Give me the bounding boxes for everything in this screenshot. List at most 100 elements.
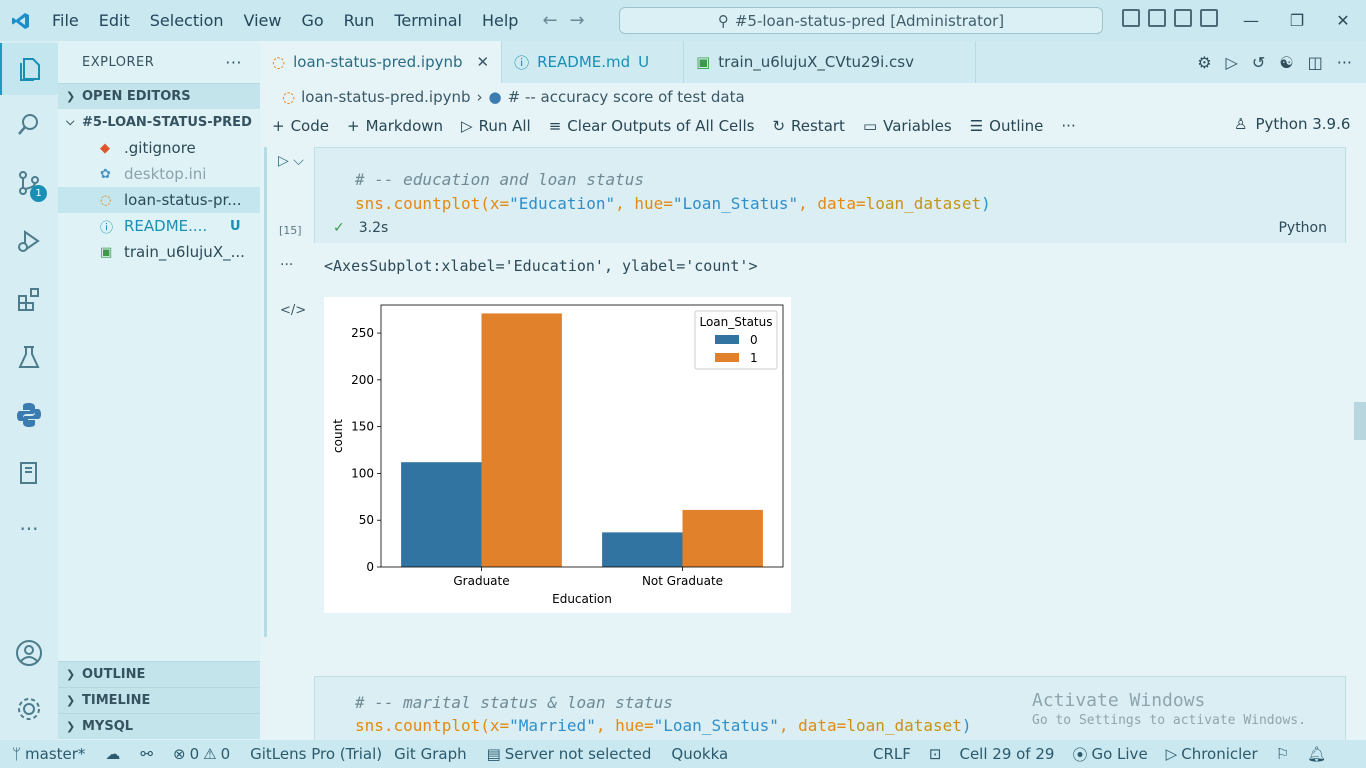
yin-yang-icon[interactable]: ☯ <box>1279 53 1294 72</box>
compare-icon[interactable]: ⚯ <box>140 745 153 763</box>
extensions-icon[interactable] <box>0 273 58 325</box>
file-gitignore[interactable]: ◆ .gitignore <box>58 135 260 161</box>
code-cell[interactable]: # -- education and loan status sns.count… <box>279 147 1346 243</box>
legend-swatch <box>715 353 739 362</box>
customize-layout-icon[interactable] <box>1200 9 1218 27</box>
minimize-icon[interactable]: — <box>1243 11 1259 30</box>
history-icon[interactable]: ↺ <box>1251 53 1266 72</box>
kernel-picker[interactable]: ♙ Python 3.9.6 <box>1234 115 1351 133</box>
testing-flask-icon[interactable] <box>0 331 58 383</box>
restore-icon[interactable]: ❐ <box>1289 11 1305 30</box>
cell-language[interactable]: Python <box>1278 220 1327 236</box>
server-status[interactable]: ▤ Server not selected <box>486 745 652 763</box>
problems-status[interactable]: ⊗ 0 ⚠ 0 <box>173 745 231 763</box>
menu-view[interactable]: View <box>243 11 282 30</box>
open-editors-label: OPEN EDITORS <box>82 89 191 104</box>
more-actions-icon[interactable]: ··· <box>1336 53 1352 72</box>
clear-outputs-button[interactable]: ≡ Clear Outputs of All Cells <box>548 117 755 135</box>
git-graph-status[interactable]: Git Graph <box>394 745 467 763</box>
title-bar: File Edit Selection View Go Run Terminal… <box>0 0 1366 41</box>
menu-selection[interactable]: Selection <box>149 11 224 30</box>
open-editors-section[interactable]: ❯ OPEN EDITORS <box>58 83 260 109</box>
add-code-button[interactable]: + Code <box>272 117 329 135</box>
warning-icon: ⚠ <box>203 745 217 763</box>
outline-icon: ☰ <box>969 117 984 135</box>
chevron-right-icon: ❯ <box>66 720 76 733</box>
file-label: train_u6lujuX_... <box>124 243 245 261</box>
command-center[interactable]: ⚲ #5-loan-status-pred [Administrator] <box>619 7 1103 34</box>
notebook-icon[interactable] <box>0 447 58 499</box>
bar <box>481 313 562 567</box>
settings-gear-icon[interactable] <box>0 683 58 735</box>
breadcrumb-symbol[interactable]: # -- accuracy score of test data <box>507 88 745 106</box>
eol-status[interactable]: CRLF <box>873 745 911 763</box>
file-label: desktop.ini <box>124 165 207 183</box>
explorer-more-icon[interactable]: ··· <box>225 52 242 72</box>
menu-edit[interactable]: Edit <box>98 11 130 30</box>
mysql-section[interactable]: ❯ MYSQL <box>58 713 260 739</box>
command-center-label: #5-loan-status-pred [Administrator] <box>734 11 1005 30</box>
go-live-button[interactable]: ⦿ Go Live <box>1072 745 1148 764</box>
quokka-status[interactable]: Quokka <box>671 745 729 763</box>
split-editor-icon[interactable]: ◫ <box>1307 53 1323 72</box>
gitlens-status[interactable]: GitLens Pro (Trial) <box>250 745 383 763</box>
tab-train-csv[interactable]: ▣ train_u6lujuX_CVtu29i.csv <box>684 41 977 83</box>
editor-scrollbar[interactable] <box>1354 402 1366 440</box>
close-tab-icon[interactable]: ✕ <box>476 53 490 71</box>
toggle-secondary-sidebar-icon[interactable] <box>1174 9 1192 27</box>
output-mime-icon[interactable]: </> <box>280 303 307 318</box>
menu-go[interactable]: Go <box>301 11 324 30</box>
more-views-icon[interactable]: ··· <box>19 517 39 541</box>
sync-icon[interactable]: ☁ <box>105 745 121 763</box>
file-desktop-ini[interactable]: ✿ desktop.ini <box>58 161 260 187</box>
menu-run[interactable]: Run <box>343 11 375 30</box>
variables-button[interactable]: ▭ Variables <box>862 117 952 135</box>
add-markdown-button[interactable]: + Markdown <box>346 117 444 135</box>
timeline-section[interactable]: ❯ TIMELINE <box>58 687 260 713</box>
tab-loan-status-pred[interactable]: ◌ loan-status-pred.ipynb ✕ <box>260 41 503 83</box>
menu-terminal[interactable]: Terminal <box>394 11 462 30</box>
feedback-icon[interactable]: ⚐ <box>1275 745 1290 763</box>
code-cell[interactable]: # -- marital status & loan status sns.co… <box>314 676 1346 740</box>
y-tick-label: 0 <box>366 560 374 574</box>
outline-label: OUTLINE <box>82 667 146 682</box>
gear-icon[interactable]: ⚙ <box>1197 53 1212 72</box>
toggle-sidebar-icon[interactable] <box>1122 9 1140 27</box>
run-debug-icon[interactable] <box>0 215 58 267</box>
tab-readme[interactable]: ⓘ README.md U <box>502 41 685 83</box>
account-icon[interactable] <box>0 627 58 679</box>
file-loan-status-pred[interactable]: ◌ loan-status-pr... <box>58 187 260 213</box>
run-cell-button[interactable]: ▷ ⌵ <box>278 153 304 169</box>
forward-arrow-icon[interactable]: → <box>569 10 585 31</box>
run-all-button[interactable]: ▷ Run All <box>461 117 531 135</box>
chronicler-button[interactable]: ▷ Chronicler <box>1165 745 1258 763</box>
restart-button[interactable]: ↻ Restart <box>772 117 845 135</box>
cell-position-status[interactable]: Cell 29 of 29 <box>959 745 1055 763</box>
back-arrow-icon[interactable]: ← <box>542 10 558 31</box>
file-readme[interactable]: ⓘ README.... U <box>58 213 260 239</box>
branch-status[interactable]: ᛘ master* <box>12 745 86 763</box>
outline-section[interactable]: ❯ OUTLINE <box>58 661 260 687</box>
notifications-bell-icon[interactable]: 🔔︎ <box>1307 745 1327 763</box>
explorer-icon[interactable] <box>0 43 58 95</box>
file-train-csv[interactable]: ▣ train_u6lujuX_... <box>58 239 260 265</box>
close-icon[interactable]: ✕ <box>1336 11 1350 30</box>
untracked-badge: U <box>230 218 241 234</box>
menu-file[interactable]: File <box>52 11 79 30</box>
python-icon[interactable] <box>0 389 58 441</box>
source-control-icon[interactable]: 1 <box>0 157 58 209</box>
search-icon: ⚲ <box>717 11 729 30</box>
status-bar: ᛘ master* ☁ ⚯ ⊗ 0 ⚠ 0 GitLens Pro (Trial) Gi… <box>0 740 1366 768</box>
terminal-icon[interactable]: ⊡ <box>928 745 942 763</box>
folder-section[interactable]: ⌵ #5-LOAN-STATUS-PRED <box>58 109 260 135</box>
toggle-panel-icon[interactable] <box>1148 9 1166 27</box>
more-toolbar-button[interactable]: ··· <box>1061 117 1076 135</box>
search-icon[interactable] <box>0 99 58 151</box>
menu-help[interactable]: Help <box>481 11 519 30</box>
output-more-icon[interactable]: ··· <box>280 257 294 273</box>
scm-badge: 1 <box>30 185 47 202</box>
outline-button[interactable]: ☰ Outline <box>969 117 1044 135</box>
run-icon[interactable]: ▷ <box>1225 53 1238 72</box>
breadcrumb-file[interactable]: loan-status-pred.ipynb <box>301 88 471 106</box>
y-tick-label: 100 <box>351 466 374 480</box>
